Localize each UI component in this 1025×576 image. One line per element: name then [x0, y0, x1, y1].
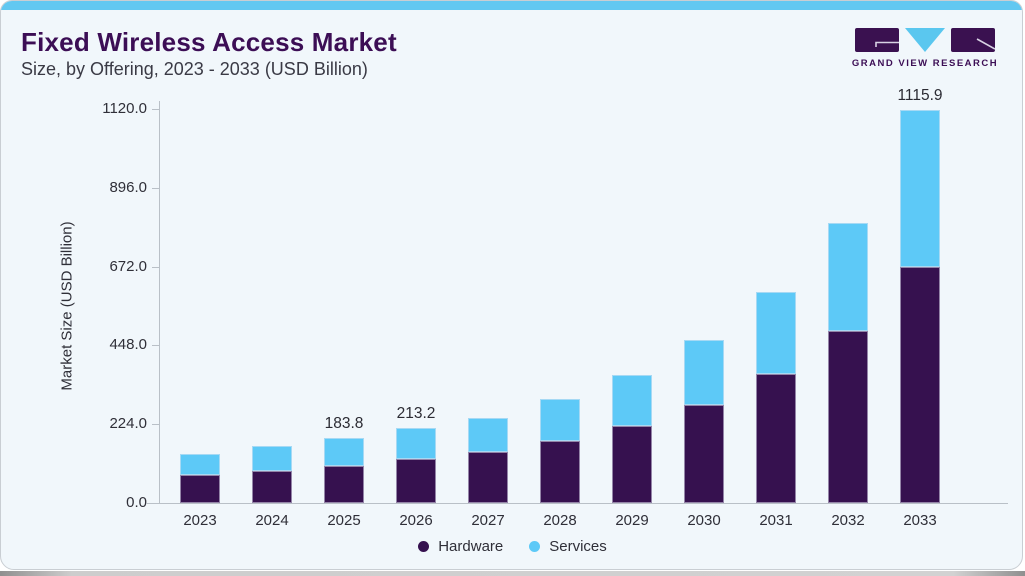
- bar-segment-services-2030: [684, 340, 724, 406]
- bar-total-label-2026: 213.2: [396, 404, 436, 422]
- y-axis-line: [159, 101, 160, 504]
- y-tick-label: 224.0: [109, 415, 147, 433]
- bar-segment-services-2033: [900, 110, 940, 268]
- grand-view-research-logo: GRAND VIEW RESEARCH: [850, 28, 1000, 69]
- x-axis-label-2026: 2026: [399, 512, 433, 529]
- y-tick-mark: [152, 187, 159, 189]
- x-axis-label-2033: 2033: [903, 512, 937, 529]
- y-tick-label: 672.0: [109, 257, 147, 275]
- y-tick-mark: [152, 109, 159, 110]
- y-tick-mark: [152, 345, 159, 347]
- legend-label-hardware: Hardware: [438, 538, 504, 555]
- gvr-r-block-icon: [951, 28, 996, 57]
- y-tick-label: 0.0: [126, 494, 147, 511]
- x-axis-label-2029: 2029: [615, 512, 649, 529]
- x-axis-label-2025: 2025: [327, 512, 361, 529]
- bar-total-label-2025: 183.8: [324, 415, 364, 433]
- y-axis-title: Market Size (USD Billion): [58, 221, 76, 391]
- bar-segment-hardware-2026: [396, 459, 436, 503]
- x-axis-label-2031: 2031: [759, 512, 793, 529]
- bar-segment-hardware-2032: [828, 331, 868, 503]
- x-axis-line: [146, 503, 1008, 504]
- bar-segment-hardware-2024: [252, 471, 292, 503]
- logo-text: GRAND VIEW RESEARCH: [851, 58, 999, 69]
- gvr-v-triangle-icon: [905, 28, 945, 57]
- legend-item-hardware: Hardware: [418, 538, 503, 555]
- logo-shapes: [850, 28, 1000, 52]
- bar-segment-hardware-2030: [684, 405, 724, 503]
- bar-segment-hardware-2027: [468, 452, 508, 503]
- page-subtitle: Size, by Offering, 2023 - 2033 (USD Bill…: [21, 59, 368, 79]
- bar-segment-hardware-2028: [540, 440, 580, 503]
- bar-total-label-2033: 1115.9: [897, 87, 943, 105]
- x-axis-label-2023: 2023: [183, 512, 217, 529]
- x-axis-label-2030: 2030: [687, 512, 721, 529]
- bar-segment-hardware-2023: [180, 474, 220, 503]
- bar-segment-hardware-2033: [900, 267, 940, 503]
- bar-segment-services-2024: [252, 446, 292, 472]
- bar-segment-services-2031: [756, 291, 796, 375]
- y-tick-label: 896.0: [109, 178, 147, 196]
- bar-segment-services-2026: [396, 427, 436, 459]
- legend-item-services: Services: [529, 538, 607, 555]
- y-tick-label: 1120.0: [102, 100, 147, 117]
- legend-swatch-hardware: [418, 541, 430, 552]
- bar-segment-hardware-2031: [756, 374, 796, 503]
- bar-segment-services-2023: [180, 453, 220, 475]
- bar-segment-services-2025: [324, 438, 364, 467]
- gvr-g-block-icon: [855, 28, 899, 57]
- bar-segment-services-2029: [612, 375, 652, 427]
- x-axis-label-2027: 2027: [471, 512, 505, 529]
- bar-segment-hardware-2029: [612, 426, 652, 503]
- screenshot-bottom-edge: [0, 571, 1025, 576]
- bar-segment-services-2028: [540, 399, 580, 441]
- legend-swatch-services: [529, 541, 541, 552]
- top-accent-bar: [1, 1, 1022, 10]
- page-title: Fixed Wireless Access Market: [21, 27, 397, 57]
- legend-label-services: Services: [549, 538, 607, 555]
- x-axis-label-2028: 2028: [543, 512, 577, 529]
- x-axis-label-2024: 2024: [255, 512, 289, 529]
- y-tick-label: 448.0: [109, 336, 147, 354]
- bar-segment-services-2032: [828, 223, 868, 331]
- legend: Hardware Services: [1, 538, 1022, 555]
- y-tick-mark: [152, 424, 159, 426]
- x-axis-label-2032: 2032: [831, 512, 865, 529]
- bar-segment-services-2027: [468, 417, 508, 453]
- bar-segment-hardware-2025: [324, 466, 364, 503]
- y-tick-mark: [152, 266, 159, 268]
